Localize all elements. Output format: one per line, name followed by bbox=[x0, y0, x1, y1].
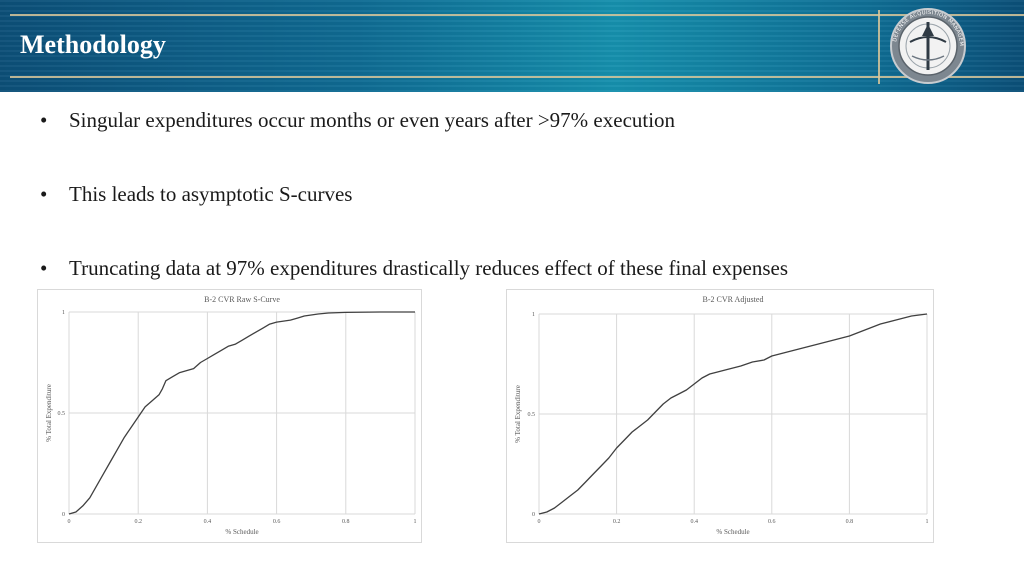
slide-title: Methodology bbox=[20, 30, 166, 59]
series-line bbox=[538, 313, 928, 515]
bullet-text: This leads to asymptotic S-curves bbox=[69, 182, 353, 206]
chart-adjusted: 0 0.2 0.4 0.6 0.8 1 0 0.5 1 B-2 CVR Adjusted % Sch… bbox=[506, 289, 934, 543]
y-axis-label: % Total Expenditure bbox=[45, 384, 53, 442]
chart-title: B-2 CVR Adjusted bbox=[703, 295, 764, 304]
x-tick-label: 0.4 bbox=[204, 519, 212, 525]
x-tick-label: 0.2 bbox=[134, 519, 142, 525]
bullet-item: • This leads to asymptotic S-curves bbox=[40, 182, 1000, 216]
y-tick-label: 0.5 bbox=[528, 412, 536, 418]
x-tick-label: 0.2 bbox=[613, 519, 621, 525]
chart-adjusted-svg: 0 0.2 0.4 0.6 0.8 1 0 0.5 1 B-2 CVR Adjusted % Sch… bbox=[514, 295, 929, 536]
x-tick-label: 0.6 bbox=[273, 519, 281, 525]
x-tick-label: 0 bbox=[68, 519, 71, 525]
header-gold-line-bottom bbox=[10, 76, 1024, 78]
chart-raw-svg: 0 0.2 0.4 0.6 0.8 1 0 0.5 1 B-2 CVR Raw S-Curve % … bbox=[45, 295, 417, 536]
header-gold-line-top bbox=[10, 14, 1024, 16]
header-gold-divider bbox=[878, 10, 880, 84]
x-tick-label: 0.8 bbox=[846, 519, 854, 525]
y-tick-label: 0 bbox=[62, 512, 65, 518]
series-line bbox=[68, 311, 415, 515]
x-axis-label: % Schedule bbox=[716, 528, 749, 536]
x-tick-label: 0 bbox=[538, 519, 541, 525]
bullet-item: • Singular expenditures occur months or … bbox=[40, 108, 1000, 142]
chart-raw-s-curve: 0 0.2 0.4 0.6 0.8 1 0 0.5 1 B-2 CVR Raw S-Curve % … bbox=[37, 289, 422, 543]
y-tick-label: 1 bbox=[62, 310, 65, 316]
header-banner: Methodology DEFENSE ACQUISITION MANAGEME… bbox=[0, 0, 1024, 92]
x-tick-label: 1 bbox=[926, 519, 929, 525]
bullet-dot: • bbox=[40, 256, 48, 280]
chart-title: B-2 CVR Raw S-Curve bbox=[204, 295, 280, 304]
bullet-dot: • bbox=[40, 182, 48, 206]
x-axis-label: % Schedule bbox=[225, 528, 258, 536]
y-tick-label: 0.5 bbox=[58, 411, 66, 417]
y-tick-label: 1 bbox=[532, 312, 535, 318]
x-tick-label: 1 bbox=[414, 519, 417, 525]
bullet-dot: • bbox=[40, 108, 48, 132]
bullet-text: Singular expenditures occur months or ev… bbox=[69, 108, 676, 132]
x-tick-label: 0.6 bbox=[768, 519, 776, 525]
y-tick-label: 0 bbox=[532, 512, 535, 518]
x-tick-label: 0.4 bbox=[690, 519, 698, 525]
bullet-text: Truncating data at 97% expenditures dras… bbox=[69, 256, 788, 280]
seal-logo-icon: DEFENSE ACQUISITION MANAGEMENT CENTER bbox=[888, 6, 966, 84]
bullet-item: • Truncating data at 97% expenditures dr… bbox=[40, 256, 1000, 290]
x-tick-label: 0.8 bbox=[342, 519, 350, 525]
y-axis-label: % Total Expenditure bbox=[514, 385, 522, 443]
